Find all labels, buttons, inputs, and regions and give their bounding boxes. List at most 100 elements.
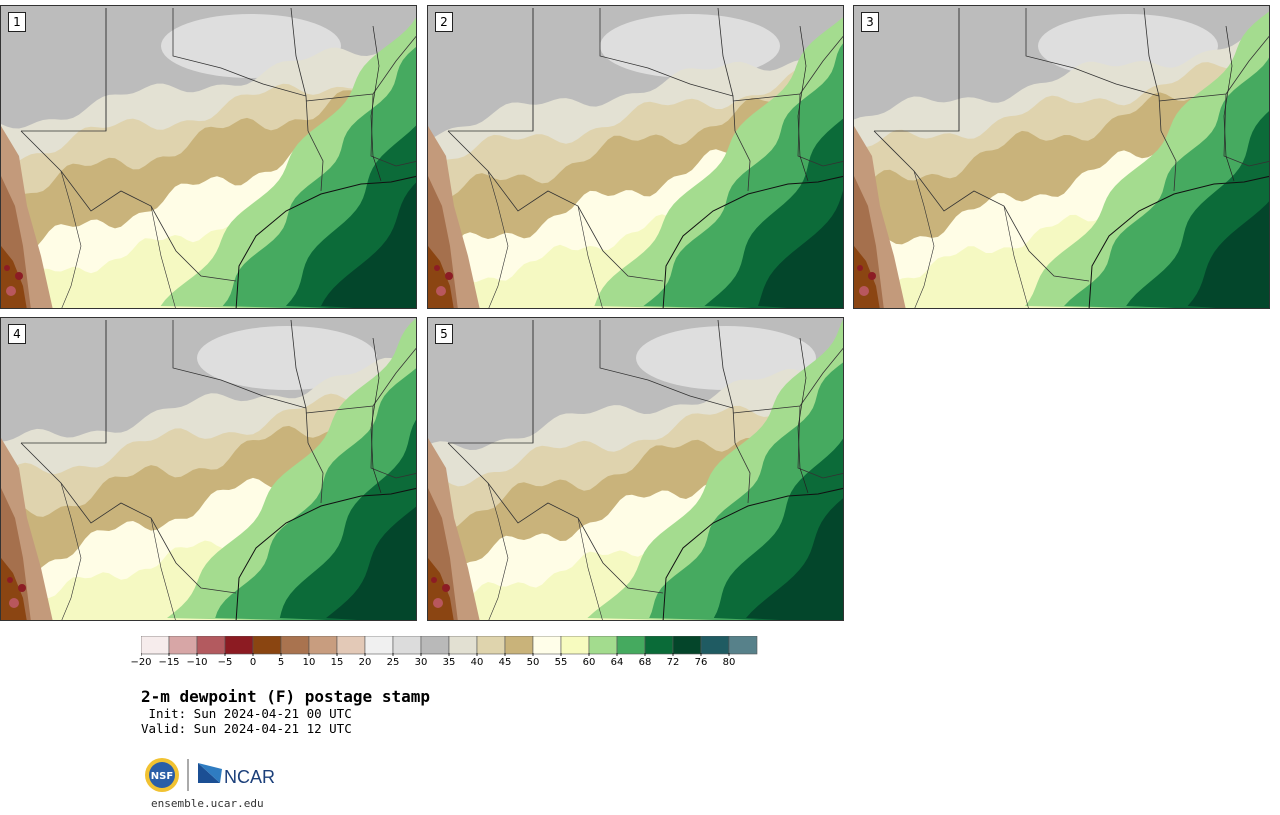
low-dewpoint-spot: [859, 286, 869, 296]
colorbar-tick-label: 55: [554, 657, 568, 668]
ensemble-member-panel-4: 4: [0, 317, 417, 621]
state-border: [599, 320, 736, 444]
dewpoint-band-72-76: [326, 506, 416, 620]
state-border: [60, 170, 82, 308]
state-border: [60, 482, 82, 620]
colorbar-tick-label: 25: [386, 657, 400, 668]
colorbar: [141, 636, 758, 656]
dewpoint-band-72-76: [758, 190, 843, 308]
colorbar-swatch: [308, 636, 338, 655]
country-border: [873, 130, 1090, 282]
dewpoint-band-72-76: [1187, 201, 1269, 308]
low-dewpoint-spot: [431, 577, 437, 583]
colorbar-swatch: [532, 636, 562, 655]
country-border: [447, 130, 664, 282]
state-border: [370, 93, 416, 167]
dewpoint-map: [854, 6, 1269, 308]
low-dewpoint-spot: [442, 584, 450, 592]
state-border: [172, 8, 309, 132]
highland-dewpoint-region: [428, 246, 454, 308]
low-dewpoint-spot: [433, 598, 443, 608]
colorbar-swatch: [364, 636, 394, 655]
colorbar-swatch: [448, 636, 478, 655]
state-border: [599, 8, 736, 132]
low-dewpoint-spot: [434, 265, 440, 271]
chart-title: 2-m dewpoint (F) postage stamp: [141, 687, 430, 706]
low-dewpoint-spot: [445, 272, 453, 280]
colorbar-swatch: [336, 636, 366, 655]
coastline: [1088, 175, 1269, 308]
colorbar-tick-label: 20: [358, 657, 372, 668]
ncar-logo-text: NCAR: [224, 767, 275, 787]
colorbar-swatch: [560, 636, 590, 655]
dewpoint-map: [428, 318, 843, 620]
state-border: [290, 7, 307, 97]
colorbar-swatch: [728, 636, 758, 655]
dewpoint-band-72-76: [321, 182, 416, 308]
very-dry-air-patch: [197, 326, 377, 390]
low-dewpoint-spot: [436, 286, 446, 296]
state-border: [307, 130, 324, 192]
colorbar-tick-labels: −20 −15 −10 −5 0 5 10 15 20 25 30 35 40 45 50 55 60 64 68 7…: [130, 657, 761, 673]
state-border: [305, 35, 416, 102]
river: [370, 337, 382, 494]
country-border: [20, 442, 237, 594]
dewpoint-map: [1, 318, 416, 620]
state-border: [732, 347, 843, 414]
colorbar-tick-label: 68: [638, 657, 652, 668]
colorbar-swatch: [141, 636, 170, 655]
coastline: [662, 487, 843, 620]
colorbar-tick-label: 50: [526, 657, 540, 668]
state-border: [172, 320, 309, 444]
highland-dewpoint-region: [1, 558, 27, 620]
colorbar-tick-label: 45: [498, 657, 512, 668]
state-border: [1158, 35, 1269, 102]
colorbar-tick-label: −15: [158, 657, 180, 668]
colorbar-swatch: [196, 636, 226, 655]
colorbar-tick-label: 30: [414, 657, 428, 668]
state-border: [913, 170, 935, 308]
low-dewpoint-spot: [9, 598, 19, 608]
colorbar-swatch: [476, 636, 506, 655]
member-number-label: 4: [8, 324, 26, 344]
state-border: [307, 442, 324, 504]
state-border: [487, 482, 509, 620]
valid-time: Valid: Sun 2024-04-21 12 UTC: [141, 721, 352, 736]
member-number-label: 5: [435, 324, 453, 344]
state-border: [797, 405, 843, 479]
dewpoint-map: [1, 6, 416, 308]
dewpoint-band-72-76: [746, 498, 843, 620]
nsf-logo-text: NSF: [151, 771, 173, 782]
state-border: [1223, 93, 1269, 167]
river: [370, 25, 382, 182]
colorbar-tick-label: 15: [330, 657, 344, 668]
river: [1223, 25, 1235, 182]
low-dewpoint-spot: [868, 272, 876, 280]
member-number-label: 2: [435, 12, 453, 32]
state-border: [1160, 130, 1177, 192]
colorbar-swatch: [700, 636, 730, 655]
colorbar-tick-label: 64: [610, 657, 624, 668]
coastline: [235, 175, 416, 308]
init-time: Init: Sun 2024-04-21 00 UTC: [141, 706, 352, 721]
ensemble-member-panel-2: 2: [427, 5, 844, 309]
colorbar-tick-label: 40: [470, 657, 484, 668]
colorbar-tick-label: 80: [722, 657, 736, 668]
colorbar-tick-label: 5: [277, 657, 285, 668]
dewpoint-map: [428, 6, 843, 308]
state-border: [290, 319, 307, 409]
coastline: [235, 487, 416, 620]
very-dry-air-patch: [600, 14, 780, 78]
state-border: [717, 7, 734, 97]
state-border: [305, 347, 416, 414]
low-dewpoint-spot: [18, 584, 26, 592]
state-border: [370, 405, 416, 479]
state-border: [734, 442, 751, 504]
low-dewpoint-spot: [15, 272, 23, 280]
colorbar-swatch: [392, 636, 422, 655]
colorbar-tick-label: 0: [249, 657, 257, 668]
ensemble-member-panel-1: 1: [0, 5, 417, 309]
state-border: [150, 205, 176, 308]
colorbar-swatch: [588, 636, 618, 655]
member-number-label: 3: [861, 12, 879, 32]
